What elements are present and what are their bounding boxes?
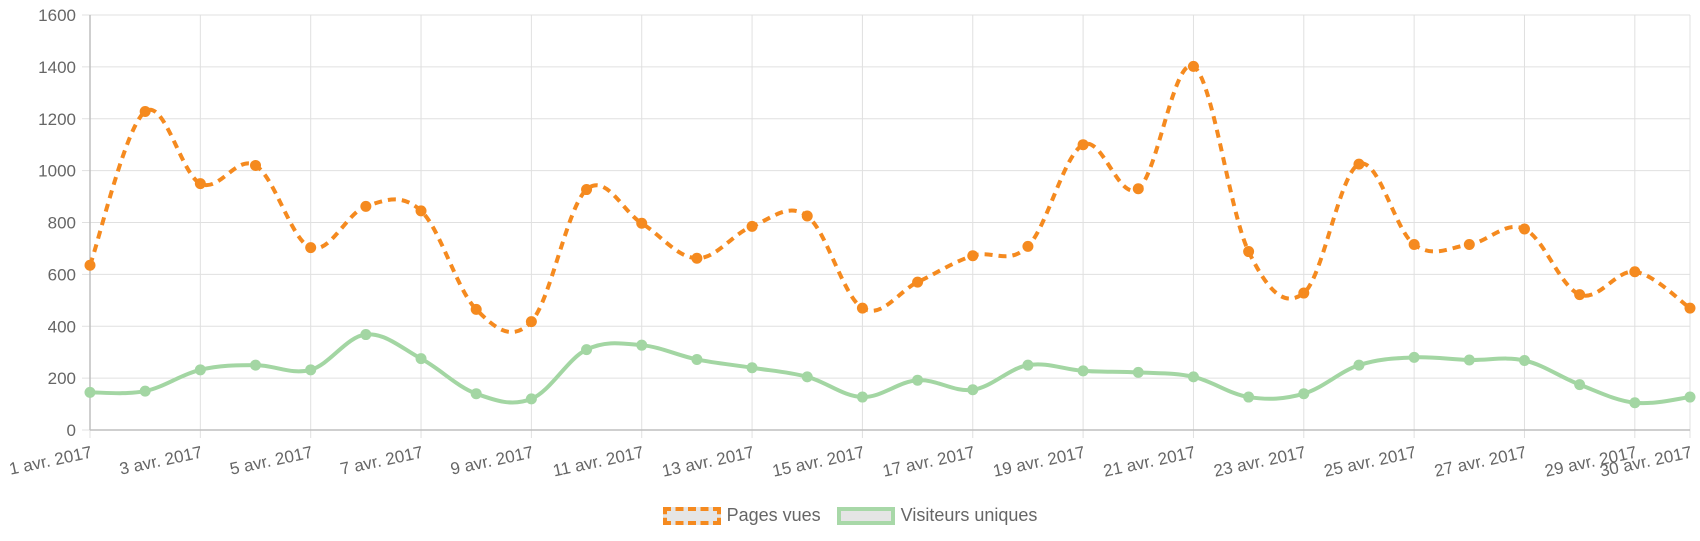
y-tick-label: 1200 [38,110,76,129]
data-point-visiteurs-uniques [1353,359,1365,371]
data-point-pages-vues [1574,289,1586,301]
legend-item-pages-vues[interactable]: Pages vues [662,505,821,526]
data-point-pages-vues [912,276,924,288]
data-point-visiteurs-uniques [636,339,648,351]
data-point-pages-vues [470,303,482,315]
data-point-pages-vues [139,105,151,117]
series-line-pages-vues [88,64,1692,335]
x-tick-label: 27 avr. 2017 [1433,443,1528,481]
data-point-visiteurs-uniques [305,364,317,376]
data-point-visiteurs-uniques [1408,351,1420,363]
data-point-visiteurs-uniques [250,359,262,371]
data-point-pages-vues [1463,239,1475,251]
data-point-visiteurs-uniques [360,329,372,341]
data-point-visiteurs-uniques [1077,365,1089,377]
data-point-visiteurs-uniques [1574,379,1586,391]
data-point-pages-vues [1518,223,1530,235]
data-point-visiteurs-uniques [1022,359,1034,371]
data-point-pages-vues [1298,287,1310,299]
series-layer [84,60,1696,409]
data-point-pages-vues [415,205,427,217]
data-point-visiteurs-uniques [84,386,96,398]
y-tick-label: 800 [48,214,76,233]
data-point-visiteurs-uniques [1518,354,1530,366]
y-tick-label: 1000 [38,162,76,181]
x-tick-label: 23 avr. 2017 [1212,443,1307,481]
y-tick-label: 1400 [38,58,76,77]
data-point-visiteurs-uniques [581,344,593,356]
data-point-visiteurs-uniques [1243,391,1255,403]
data-point-pages-vues [1408,239,1420,251]
data-point-visiteurs-uniques [415,353,427,365]
data-point-pages-vues [856,302,868,314]
data-point-pages-vues [1353,158,1365,170]
data-point-visiteurs-uniques [1629,397,1641,409]
data-point-visiteurs-uniques [967,384,979,396]
data-point-visiteurs-uniques [912,374,924,386]
data-point-pages-vues [250,159,262,171]
y-tick-label: 600 [48,265,76,284]
x-tick-label: 25 avr. 2017 [1322,443,1417,481]
data-point-visiteurs-uniques [856,391,868,403]
x-tick-label: 7 avr. 2017 [338,443,424,479]
x-tick-label: 19 avr. 2017 [991,443,1086,481]
data-point-pages-vues [84,259,96,271]
x-tick-label: 17 avr. 2017 [881,443,976,481]
data-point-visiteurs-uniques [525,393,537,405]
chart-canvas: 0 200 400 600 800 1000 1200 1400 1600 1 avr. 2017… [7,6,1696,481]
data-point-pages-vues [1077,139,1089,151]
x-tick-label: 15 avr. 2017 [771,443,866,481]
data-point-pages-vues [1187,60,1199,72]
data-point-pages-vues [1022,240,1034,252]
grid-layer [82,14,1691,438]
x-tick-label: 13 avr. 2017 [660,443,755,481]
legend-swatch-pages-vues [662,506,721,525]
legend-item-visiteurs-uniques[interactable]: Visiteurs uniques [836,505,1038,526]
x-tick-label: 9 avr. 2017 [449,443,535,479]
legend-label-visiteurs-uniques: Visiteurs uniques [900,505,1038,525]
x-tick-label: 21 avr. 2017 [1102,443,1197,481]
data-point-visiteurs-uniques [1463,354,1475,366]
series-line-visiteurs-uniques [89,332,1691,406]
x-tick-label: 11 avr. 2017 [551,443,645,481]
y-tick-label: 200 [48,369,76,388]
legend-swatch-visiteurs-uniques [836,506,895,525]
data-point-pages-vues [194,178,206,190]
y-tick-label: 1600 [38,6,76,25]
data-point-visiteurs-uniques [139,385,151,397]
y-tick-label: 0 [67,421,76,440]
data-point-pages-vues [525,316,537,328]
legend: Pages vues Visiteurs uniques [0,505,1700,526]
x-tick-label: 3 avr. 2017 [118,443,204,479]
data-point-pages-vues [360,200,372,212]
legend-label-pages-vues: Pages vues [726,505,821,525]
data-point-visiteurs-uniques [691,353,703,365]
data-point-pages-vues [1629,266,1641,278]
data-point-visiteurs-uniques [1684,391,1696,403]
data-point-pages-vues [967,250,979,262]
data-point-pages-vues [746,220,758,232]
data-point-visiteurs-uniques [470,388,482,400]
y-tick-label: 400 [48,317,76,336]
data-point-pages-vues [636,217,648,229]
data-point-visiteurs-uniques [1187,371,1199,383]
data-point-pages-vues [1132,183,1144,195]
data-point-visiteurs-uniques [1132,366,1144,378]
data-point-visiteurs-uniques [801,371,813,383]
x-tick-label: 5 avr. 2017 [228,443,314,479]
x-tick-label: 1 avr. 2017 [7,443,93,479]
data-point-pages-vues [801,210,813,222]
data-point-pages-vues [1243,246,1255,258]
data-point-pages-vues [691,252,703,264]
axis-layer: 0 200 400 600 800 1000 1200 1400 1600 1 avr. 2017… [7,6,1693,481]
data-point-pages-vues [1684,302,1696,314]
data-point-visiteurs-uniques [1298,388,1310,400]
data-point-pages-vues [581,184,593,196]
data-point-pages-vues [305,242,317,254]
data-point-visiteurs-uniques [746,362,758,374]
data-point-visiteurs-uniques [194,364,206,376]
